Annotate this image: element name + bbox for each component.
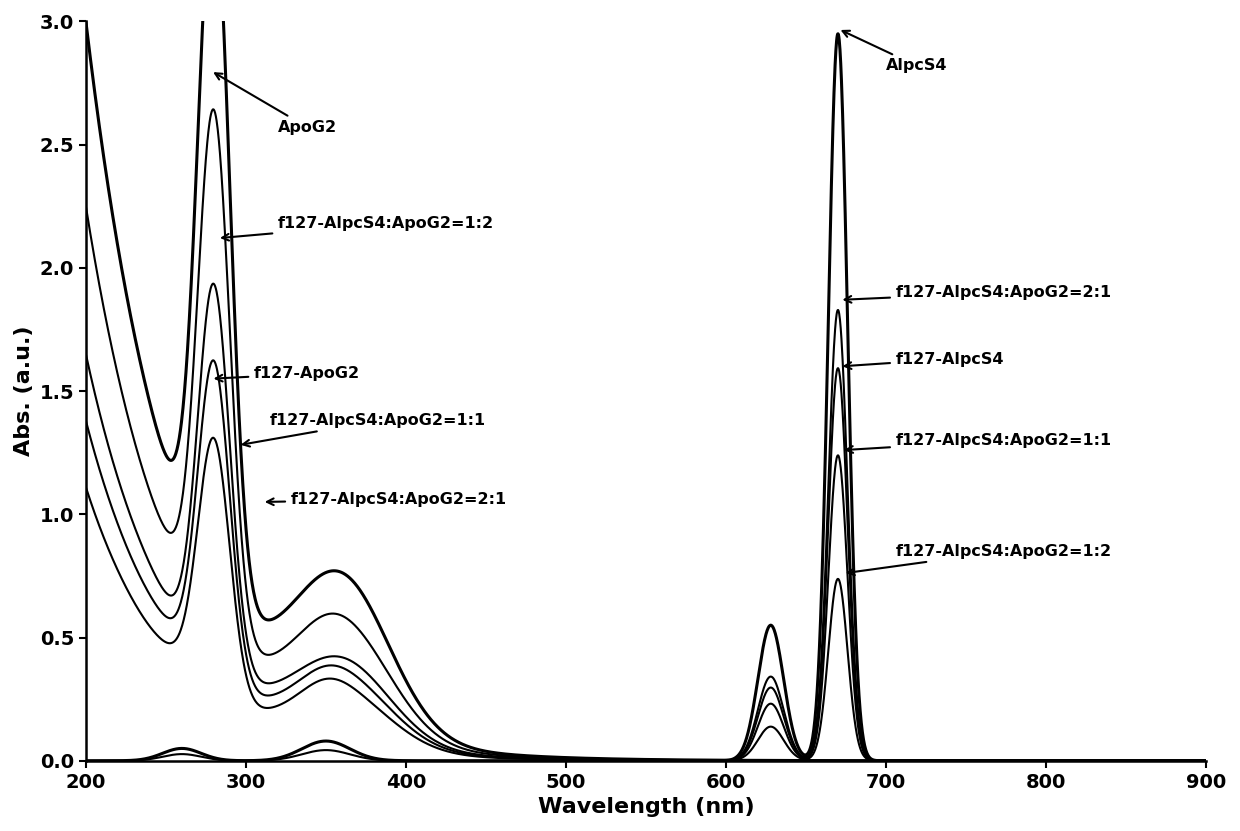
Text: f127-AlpcS4:ApoG2=2:1: f127-AlpcS4:ApoG2=2:1: [267, 492, 507, 507]
X-axis label: Wavelength (nm): Wavelength (nm): [538, 797, 754, 817]
Text: f127-AlpcS4:ApoG2=1:1: f127-AlpcS4:ApoG2=1:1: [846, 433, 1112, 453]
Text: f127-AlpcS4:ApoG2=1:2: f127-AlpcS4:ApoG2=1:2: [848, 543, 1112, 575]
Text: f127-AlpcS4:ApoG2=1:1: f127-AlpcS4:ApoG2=1:1: [243, 413, 486, 446]
Text: f127-AlpcS4: f127-AlpcS4: [844, 352, 1004, 369]
Text: ApoG2: ApoG2: [215, 73, 337, 135]
Text: AlpcS4: AlpcS4: [842, 31, 947, 73]
Text: f127-ApoG2: f127-ApoG2: [216, 366, 360, 381]
Y-axis label: Abs. (a.u.): Abs. (a.u.): [14, 326, 33, 456]
Text: f127-AlpcS4:ApoG2=2:1: f127-AlpcS4:ApoG2=2:1: [844, 285, 1112, 302]
Text: f127-AlpcS4:ApoG2=1:2: f127-AlpcS4:ApoG2=1:2: [222, 216, 494, 240]
